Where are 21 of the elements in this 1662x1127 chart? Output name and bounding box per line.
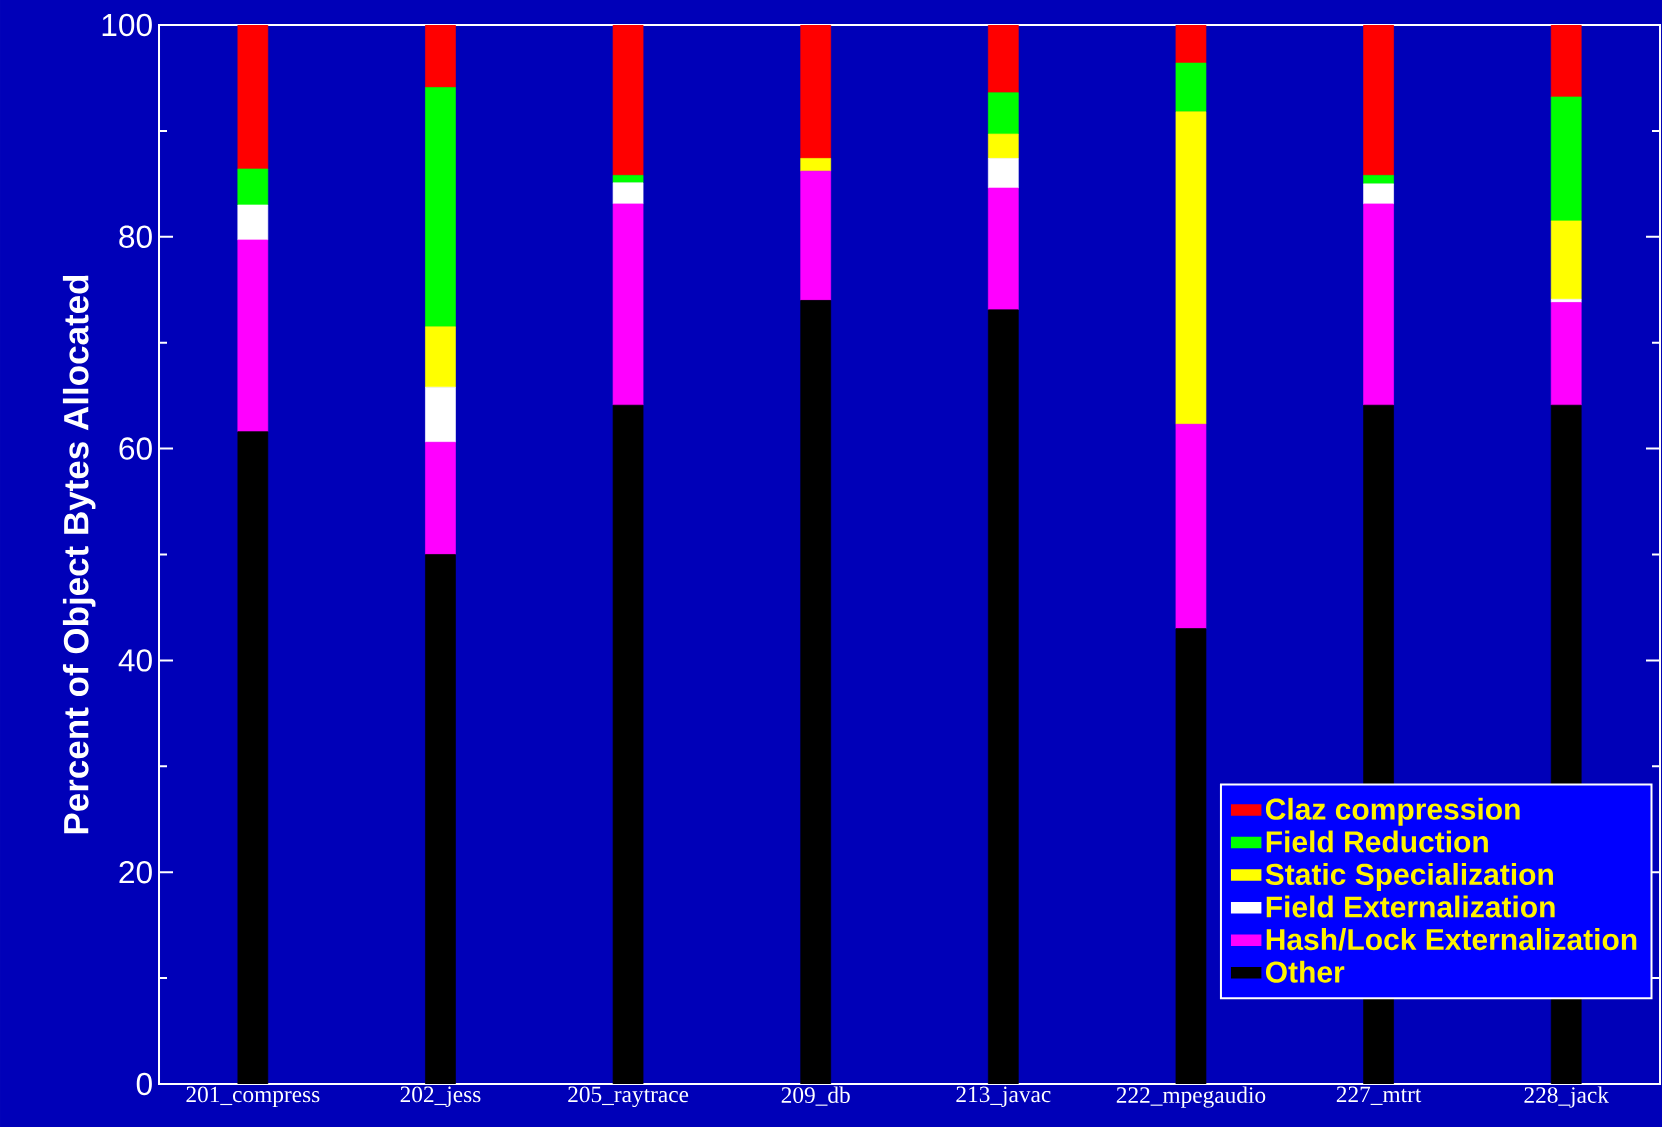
- x-tick-label: 209_db: [781, 1086, 850, 1106]
- legend-label: Claz compression: [1265, 797, 1520, 826]
- legend-label: Other: [1265, 960, 1345, 983]
- y-tick-label: 100: [102, 13, 152, 37]
- legend-label: Hash/Lock Externalization: [1266, 928, 1637, 951]
- legend-label: Field Externalization: [1266, 895, 1555, 918]
- x-tick-label: 205_raytrace: [568, 1086, 689, 1108]
- x-tick-label: 227_mtrt: [1336, 1086, 1422, 1105]
- y-tick-label: 20: [119, 860, 152, 884]
- y-axis-title: Percent of Object Bytes Allocated: [62, 275, 96, 834]
- x-tick-label: 213_javac: [956, 1086, 1051, 1107]
- y-tick-label: 80: [119, 225, 152, 248]
- legend-label: Static Specialization: [1265, 862, 1553, 891]
- y-tick-label: 60: [119, 437, 152, 460]
- y-tick-label: 0: [136, 1072, 152, 1096]
- x-tick-label: 222_mpegaudio: [1116, 1086, 1266, 1108]
- x-tick-label: 228_jack: [1524, 1086, 1609, 1108]
- x-tick-label: 202_jess: [400, 1086, 481, 1108]
- y-tick-label: 40: [118, 649, 152, 672]
- legend-label: Field Reduction: [1266, 830, 1488, 853]
- x-tick-label: 201_compress: [186, 1086, 320, 1108]
